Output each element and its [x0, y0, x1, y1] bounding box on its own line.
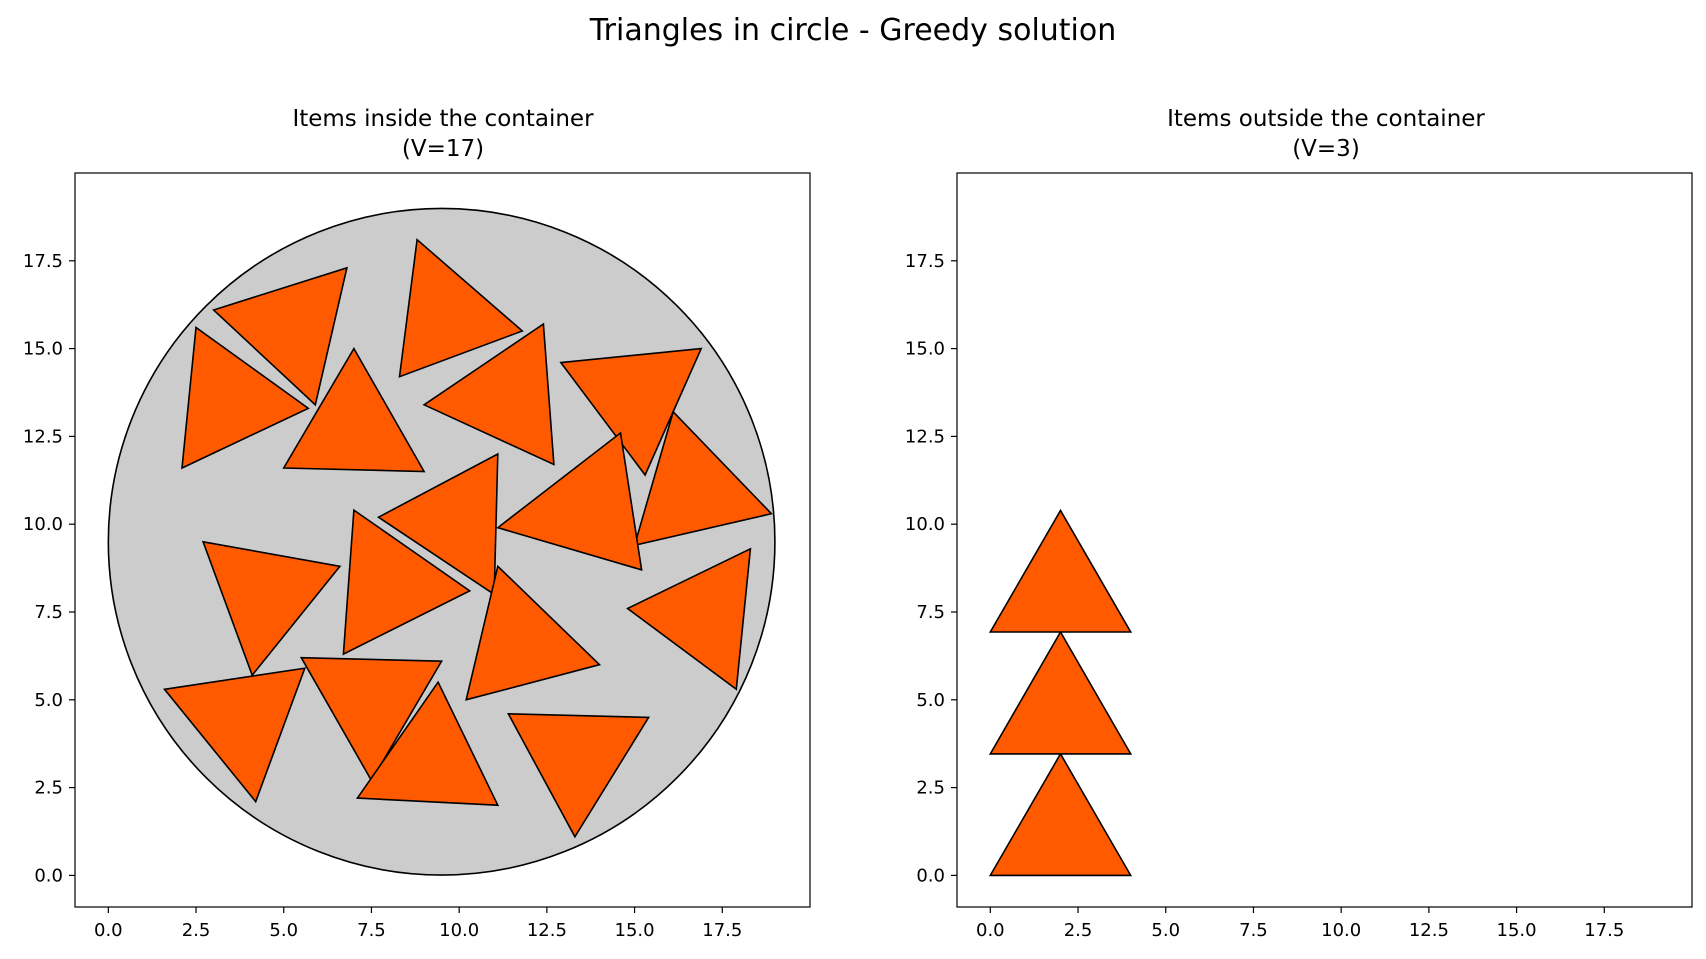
y-tick-label: 15.0 [905, 339, 945, 360]
plot-area-inside [107, 207, 776, 876]
y-tick-label: 5.0 [34, 690, 63, 711]
y-tick-label: 0.0 [34, 865, 63, 886]
triangle-item-inside-3 [181, 326, 310, 470]
panel-outside-container: Items outside the container (V=3) 0.0 2.5… [905, 106, 1693, 941]
panel-subtitle-inside: (V=17) [402, 136, 484, 162]
y-tick-label: 17.5 [905, 251, 945, 272]
triangle-item-inside-7 [376, 452, 499, 596]
triangle-item-outside-1 [988, 752, 1133, 877]
y-tick-label: 7.5 [34, 602, 63, 623]
triangle-item-inside-16 [355, 680, 500, 807]
triangle-item-inside-1 [212, 266, 348, 407]
panel-subtitle-outside: (V=3) [1292, 136, 1360, 162]
plot-area-outside [988, 508, 1133, 877]
axes-frame-inside [74, 172, 811, 908]
triangle-item-inside-11 [342, 508, 472, 656]
x-tick-label: 12.5 [527, 920, 567, 941]
panel-title-outside: Items outside the container [1167, 106, 1485, 132]
triangle-item-inside-10 [201, 540, 342, 677]
triangle-item-inside-14 [162, 667, 307, 804]
y-axis-inside: 0.0 2.5 5.0 7.5 10.0 12.5 15.0 17.5 [23, 251, 75, 886]
triangle-item-inside-4 [282, 347, 426, 473]
x-axis-outside: 0.0 2.5 5.0 7.5 10.0 12.5 15.0 17.5 [976, 907, 1624, 941]
y-tick-label: 10.0 [905, 514, 945, 535]
x-tick-label: 7.5 [357, 920, 386, 941]
y-axis-outside: 0.0 2.5 5.0 7.5 10.0 12.5 15.0 17.5 [905, 251, 957, 886]
y-tick-label: 0.0 [916, 865, 945, 886]
y-tick-label: 15.0 [23, 339, 63, 360]
x-tick-label: 17.5 [702, 920, 742, 941]
y-tick-label: 7.5 [916, 602, 945, 623]
triangle-item-outside-3 [988, 508, 1133, 633]
panel-title-inside: Items inside the container [292, 106, 594, 132]
y-tick-label: 12.5 [905, 426, 945, 447]
x-tick-label: 5.0 [269, 920, 298, 941]
x-tick-label: 5.0 [1151, 920, 1180, 941]
x-tick-label: 0.0 [94, 920, 123, 941]
triangle-item-inside-8 [633, 410, 773, 547]
x-tick-label: 10.0 [1321, 920, 1361, 941]
triangle-item-inside-9 [496, 431, 643, 572]
figure-title: Triangles in circle - Greedy solution [589, 13, 1117, 48]
triangle-item-inside-15 [299, 656, 443, 783]
triangle-item-inside-17 [506, 712, 651, 839]
triangle-item-inside-2 [398, 238, 524, 378]
x-tick-label: 10.0 [439, 920, 479, 941]
x-tick-label: 0.0 [976, 920, 1005, 941]
y-tick-label: 17.5 [23, 251, 63, 272]
x-axis-inside: 0.0 2.5 5.0 7.5 10.0 12.5 15.0 17.5 [94, 907, 742, 941]
x-tick-label: 15.0 [1497, 920, 1537, 941]
panel-inside-container: Items inside the container (V=17) 0.0 2.5… [23, 106, 811, 941]
x-tick-label: 17.5 [1584, 920, 1624, 941]
y-tick-label: 10.0 [23, 514, 63, 535]
y-tick-label: 2.5 [916, 778, 945, 799]
triangle-item-inside-12 [465, 564, 602, 701]
x-tick-label: 7.5 [1239, 920, 1268, 941]
axes-frame-outside [956, 172, 1693, 908]
x-tick-label: 2.5 [182, 920, 211, 941]
triangle-item-inside-13 [626, 547, 752, 691]
triangle-item-inside-5 [422, 322, 555, 466]
x-tick-label: 12.5 [1409, 920, 1449, 941]
triangle-item-outside-2 [988, 630, 1133, 755]
y-tick-label: 12.5 [23, 426, 63, 447]
y-tick-label: 5.0 [916, 690, 945, 711]
y-tick-label: 2.5 [34, 778, 63, 799]
x-tick-label: 15.0 [615, 920, 655, 941]
x-tick-label: 2.5 [1064, 920, 1093, 941]
